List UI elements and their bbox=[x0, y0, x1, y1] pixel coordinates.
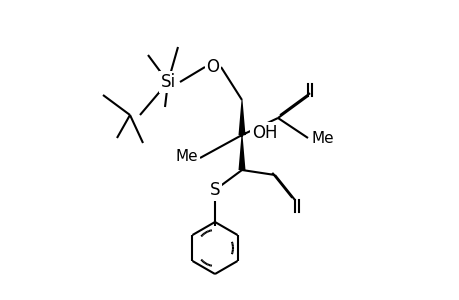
Text: Me: Me bbox=[175, 148, 197, 164]
Text: OH: OH bbox=[252, 124, 277, 142]
Polygon shape bbox=[238, 135, 245, 170]
Text: Si: Si bbox=[160, 73, 175, 91]
Text: O: O bbox=[206, 58, 219, 76]
Text: S: S bbox=[209, 181, 220, 199]
Text: =: = bbox=[300, 95, 314, 113]
Text: Me: Me bbox=[311, 130, 334, 146]
Polygon shape bbox=[238, 100, 245, 135]
